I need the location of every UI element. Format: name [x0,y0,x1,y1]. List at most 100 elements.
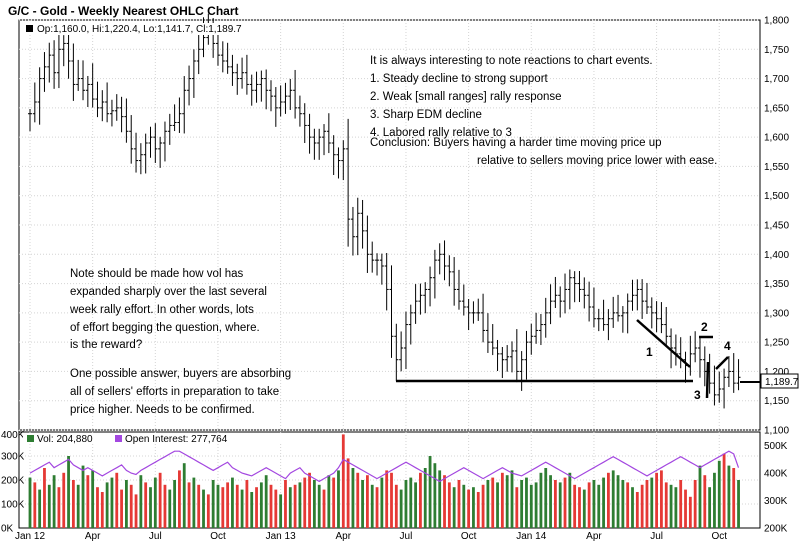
ohlc-bar [543,297,548,338]
event-label-2: 2 [701,320,708,334]
ohlc-bar [162,121,167,162]
annotation-left-line-9: price higher. Needs to be confirmed. [70,404,255,416]
volume-bar [472,487,475,528]
ohlc-bar [601,299,606,331]
annotation-top-line-4: 3. Sharp EDM decline [370,109,482,121]
volume-bar [337,470,340,528]
volume-bar [582,489,586,528]
ohlc-bar [37,67,42,125]
annotation-top-line-6: Conclusion: Buyers having a harder time … [370,137,661,149]
ohlc-bar [191,49,196,98]
volume-bar [129,484,133,528]
volume-bar [327,475,331,528]
ohlc-bar [432,249,437,299]
open-interest-line [29,450,740,483]
volume-bar [139,475,143,528]
volume-bar [419,472,422,528]
ohlc-bar [693,331,698,363]
volume-bar [713,472,716,528]
volume-bar [684,489,687,528]
ohlc-bar [524,330,529,380]
annotation-top-line-2: 1. Steady decline to strong support [370,73,549,85]
ohlc-bar [61,35,66,67]
ohlc-bar [563,273,568,314]
volume-bar [375,487,379,528]
volume-bar [500,472,504,528]
ohlc-bar [167,113,172,145]
annotation-left-line-8: all of sellers' efforts in preparation t… [70,386,279,398]
price-y-tick-label: 1,100 [764,426,789,437]
annotation-top-line-5: 4. Labored rally relative to 3 [370,127,512,139]
volume-legend-swatch [27,435,34,442]
volume-left-tick-label: 300K [1,452,25,463]
ohlc-bar [346,118,351,247]
volume-bar [688,496,692,528]
x-tick-label: Oct [461,531,477,542]
ohlc-bar [500,346,505,379]
volume-bar [438,470,442,528]
ohlc-bar [341,140,346,181]
ohlc-bar [394,323,399,382]
volume-bar [351,468,355,528]
event-1-line [636,319,691,368]
ohlc-bar [47,42,52,83]
ohlc-bar [326,113,331,154]
volume-bar [732,468,736,528]
volume-bar [52,475,56,528]
ohlc-bar [399,331,404,372]
open-interest-legend-text: Open Interest: 277,764 [125,434,228,445]
ohlc-bar [630,279,635,311]
ohlc-bar [659,302,664,334]
ohlc-bar [548,284,553,325]
ohlc-bar [85,75,90,108]
ohlc-bar [114,94,119,121]
volume-bar [534,482,538,528]
volume-bar [255,487,258,528]
volume-bar [173,480,176,528]
ohlc-bar [553,276,558,309]
annotation-left-line-7: One possible answer, buyers are absorbin… [70,368,291,380]
volume-bar [284,480,287,528]
volume-bars [28,434,740,528]
ohlc-bar [240,57,245,89]
ohlc-bar [95,81,100,118]
volume-bar [457,480,461,528]
volume-bar [404,480,408,528]
x-tick-label: Jul [650,531,663,542]
volume-bar [231,477,234,528]
annotation-top-line-1: It is always interesting to note reactio… [370,55,653,67]
volume-bar [187,482,191,528]
x-tick-label: Jan 14 [516,531,546,542]
volume-bar [611,470,615,528]
last-price-label: 1,189.7 [765,377,799,388]
ohlc-bar [225,42,230,74]
ohlc-bar [485,313,490,353]
ohlc-bar [717,371,722,403]
price-y-tick-label: 1,200 [764,367,789,378]
volume-bar [163,484,167,528]
volume-bar [607,472,610,528]
ohlc-bar [76,59,81,91]
ohlc-bar [505,345,510,372]
price-legend-swatch [26,25,33,32]
ohlc-bar [109,99,114,127]
price-y-tick-label: 1,600 [764,133,789,144]
ohlc-bar [731,353,736,393]
volume-bar [409,477,413,528]
ohlc-bar [302,103,307,144]
volume-bar [717,460,721,528]
x-tick-label: Jul [400,531,413,542]
volume-bar [414,482,417,528]
volume-bar [120,489,123,528]
volume-bar [153,477,157,528]
volume-bar [428,456,432,528]
volume-bar [226,482,230,528]
volume-bar [563,477,567,528]
volume-bar [105,482,109,528]
ohlc-bar [336,147,341,179]
volume-bar [240,489,244,528]
price-legend-text: Op:1,160.0, Hi:1,220.4, Lo:1,141.7, Cl:1… [37,24,242,35]
volume-bar [631,487,634,528]
ohlc-bar [143,133,148,174]
ohlc-bar [664,306,669,347]
